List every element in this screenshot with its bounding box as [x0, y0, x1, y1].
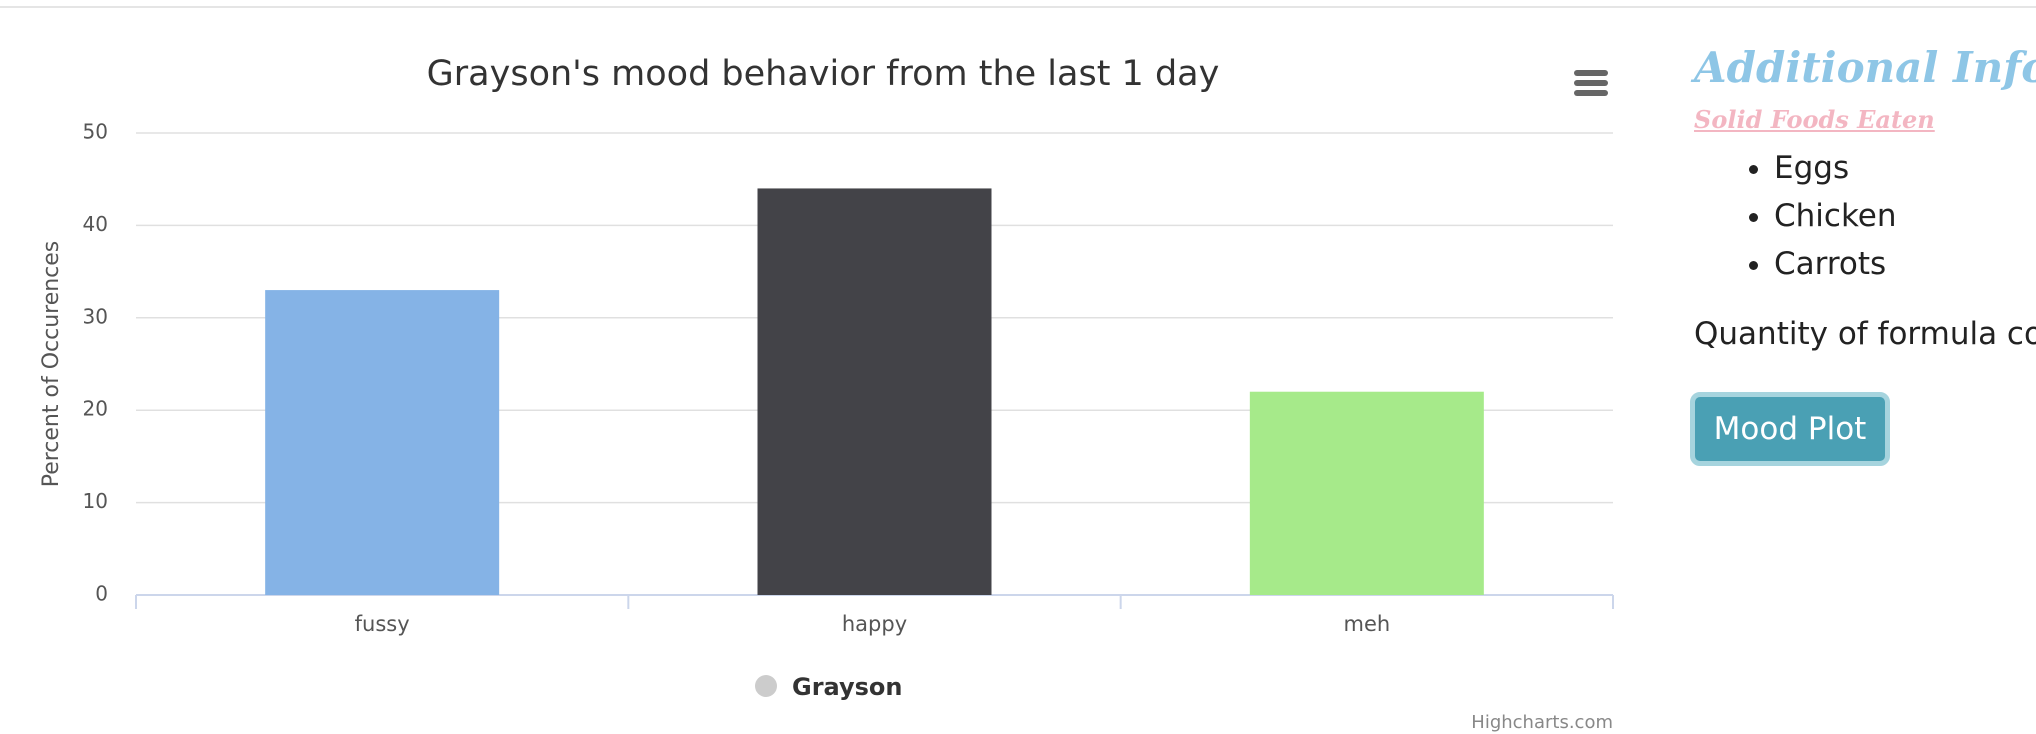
foods-list: Eggs Chicken Carrots: [1694, 144, 2036, 288]
mood-plot-button[interactable]: Mood Plot: [1690, 392, 1890, 466]
menu-button[interactable]: [1574, 70, 1608, 96]
chart-title: Grayson's mood behavior from the last 1 …: [427, 54, 1220, 94]
legend-label[interactable]: Grayson: [792, 673, 903, 701]
food-item: Eggs: [1774, 144, 2036, 192]
y-tick-label: 40: [83, 212, 108, 236]
sidebar: Additional Info Solid Foods Eaten Eggs C…: [1690, 36, 2036, 466]
y-axis-label: Percent of Occurences: [39, 241, 64, 488]
foods-title: Solid Foods Eaten: [1694, 105, 1935, 134]
credits[interactable]: Highcharts.com: [1471, 712, 1613, 733]
bar: [1249, 391, 1484, 595]
food-item: Chicken: [1774, 192, 2036, 240]
y-tick-label: 10: [83, 489, 108, 513]
top-border: [0, 6, 2036, 8]
y-tick-label: 30: [83, 304, 108, 328]
legend-symbol: [755, 675, 777, 697]
quantity-text: Quantity of formula cons: [1694, 316, 2036, 352]
bar: [265, 290, 500, 595]
x-tick-label: happy: [842, 612, 907, 636]
bar: [757, 188, 992, 595]
x-tick-label: fussy: [355, 612, 410, 636]
menu-bar[interactable]: [1574, 80, 1608, 86]
food-item: Carrots: [1774, 240, 2036, 288]
y-tick-label: 50: [83, 120, 108, 144]
sidebar-title: Additional Info: [1694, 43, 2036, 92]
y-tick-label: 20: [83, 397, 108, 421]
menu-bar[interactable]: [1574, 90, 1608, 96]
menu-bar[interactable]: [1574, 70, 1608, 76]
x-tick-label: meh: [1343, 612, 1390, 636]
chart: Grayson's mood behavior from the last 1 …: [39, 54, 1614, 733]
y-tick-label: 0: [95, 582, 108, 606]
